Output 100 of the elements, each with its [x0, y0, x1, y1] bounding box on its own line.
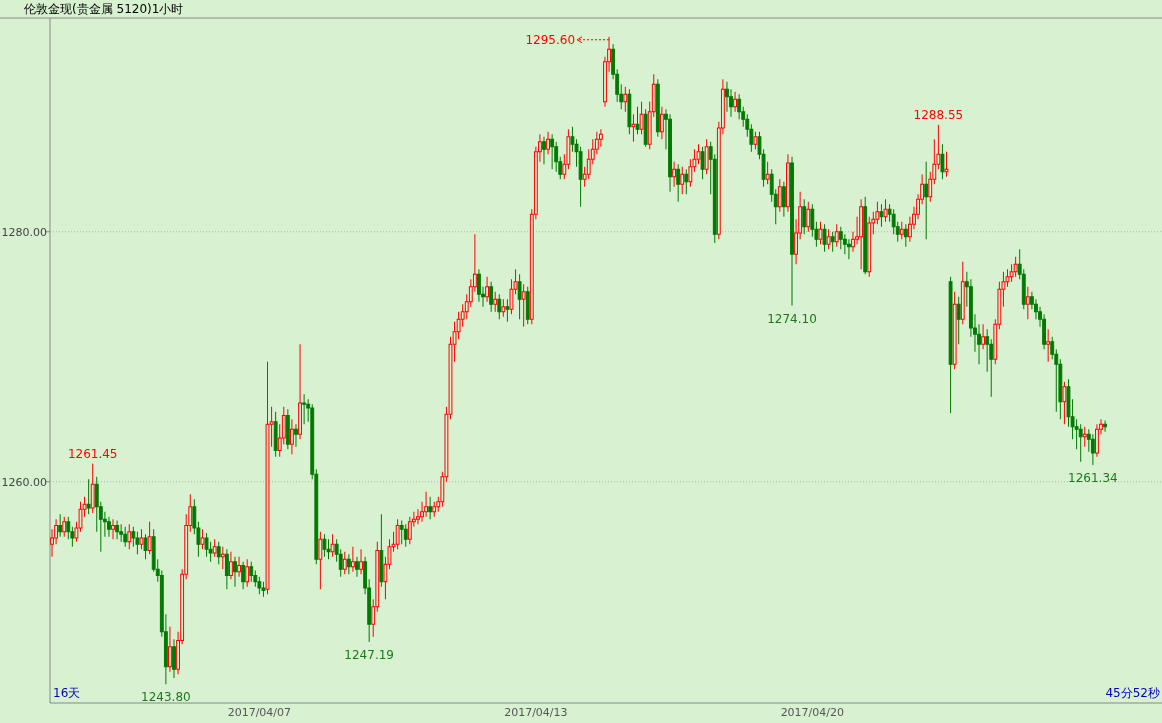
candlestick	[810, 203, 815, 238]
candlestick	[139, 528, 144, 550]
candlestick	[879, 203, 884, 228]
annotation: 1247.19	[344, 647, 394, 662]
candlestick	[631, 113, 636, 143]
annotation: 16天	[53, 686, 81, 700]
annotation: 45分52秒	[1105, 686, 1160, 700]
y-tick-label: 1280.00	[1, 225, 47, 239]
candlestick	[200, 528, 205, 550]
candlestick	[350, 546, 355, 573]
candlestick	[485, 276, 489, 303]
candlestick	[806, 201, 811, 233]
x-tick-label: 2017/04/13	[504, 706, 568, 719]
candlestick	[700, 146, 705, 180]
candlestick	[550, 133, 555, 170]
candlestick	[1025, 286, 1030, 320]
candlestick	[224, 548, 229, 590]
candlestick	[237, 556, 241, 578]
candlestick	[802, 198, 807, 235]
candlestick	[659, 106, 664, 140]
candlestick	[505, 298, 510, 323]
candlestick	[517, 273, 522, 320]
annotation: 1274.10	[767, 311, 817, 326]
candlestick	[635, 106, 640, 135]
candlestick	[676, 163, 681, 203]
candlestick	[725, 81, 729, 113]
candlestick	[542, 136, 546, 165]
candlestick	[424, 491, 429, 518]
candlestick	[403, 523, 408, 548]
y-tick-label: 1260.00	[1, 475, 47, 489]
candlestick	[326, 538, 331, 560]
candlestick	[883, 198, 888, 223]
candlestick	[985, 328, 990, 373]
candlestick	[127, 523, 132, 550]
candlestick	[58, 513, 63, 538]
candlestick	[777, 178, 782, 213]
candlestick	[233, 556, 237, 588]
candlestick	[733, 91, 738, 113]
candlestick	[294, 423, 298, 448]
candlestick	[838, 226, 843, 250]
candlestick	[111, 518, 115, 540]
candlestick	[229, 551, 233, 580]
candlestick	[172, 638, 176, 679]
candlestick	[359, 548, 363, 575]
annotation: 1295.60	[525, 32, 576, 47]
candlestick	[338, 548, 343, 578]
candlestick	[107, 516, 111, 538]
candlestick	[147, 521, 152, 555]
candlestick	[737, 93, 742, 120]
candlestick	[847, 238, 851, 260]
candlestick	[981, 323, 986, 350]
candlestick	[123, 526, 128, 548]
candlestick	[216, 541, 221, 565]
candlestick	[168, 626, 172, 673]
candlestick	[330, 533, 335, 558]
candlestick	[826, 228, 831, 250]
candlestick	[688, 158, 693, 188]
candlestick	[477, 268, 481, 303]
candlestick	[1078, 423, 1083, 463]
candlestick	[944, 151, 949, 178]
candlestick	[86, 478, 91, 515]
candlestick	[355, 556, 359, 578]
candlestick	[781, 181, 786, 218]
candlestick	[623, 86, 628, 113]
candlestick	[220, 546, 225, 570]
candlestick	[672, 161, 677, 188]
candlestick	[521, 283, 526, 328]
candlestick	[407, 516, 412, 545]
candlestick	[322, 533, 327, 558]
candlestick	[956, 296, 961, 345]
annotation: 1288.55	[913, 107, 964, 122]
chart-title: 伦敦金现(贵金属 5120)1小时	[24, 2, 184, 16]
annotation: 1261.34	[1068, 471, 1118, 485]
candlestick	[818, 221, 823, 245]
candlestick	[289, 418, 294, 455]
candlestick	[135, 531, 140, 555]
candlestick	[66, 516, 71, 540]
annotation: 1243.80	[141, 690, 191, 705]
candlestick	[208, 541, 213, 563]
candlestick	[493, 291, 498, 313]
candlestick	[822, 223, 827, 253]
candlestick	[143, 533, 148, 560]
candlestick	[399, 520, 404, 545]
candlestick	[765, 161, 770, 185]
x-tick-label: 2017/04/07	[227, 706, 292, 719]
candlestick	[1095, 423, 1099, 458]
annotation: 1261.45	[67, 446, 118, 461]
candlestick	[204, 532, 209, 558]
candlestick	[1013, 256, 1018, 278]
candlestick	[842, 233, 847, 255]
candlestick	[834, 223, 839, 248]
candlestick	[1103, 420, 1108, 433]
candlestick	[131, 526, 136, 548]
candlestick	[245, 558, 250, 588]
candlestick	[62, 516, 67, 538]
candlestick	[1062, 381, 1067, 425]
candlestick	[684, 168, 689, 195]
candlestick	[830, 231, 835, 253]
candlestick	[395, 518, 400, 550]
candlestick	[1090, 433, 1095, 466]
